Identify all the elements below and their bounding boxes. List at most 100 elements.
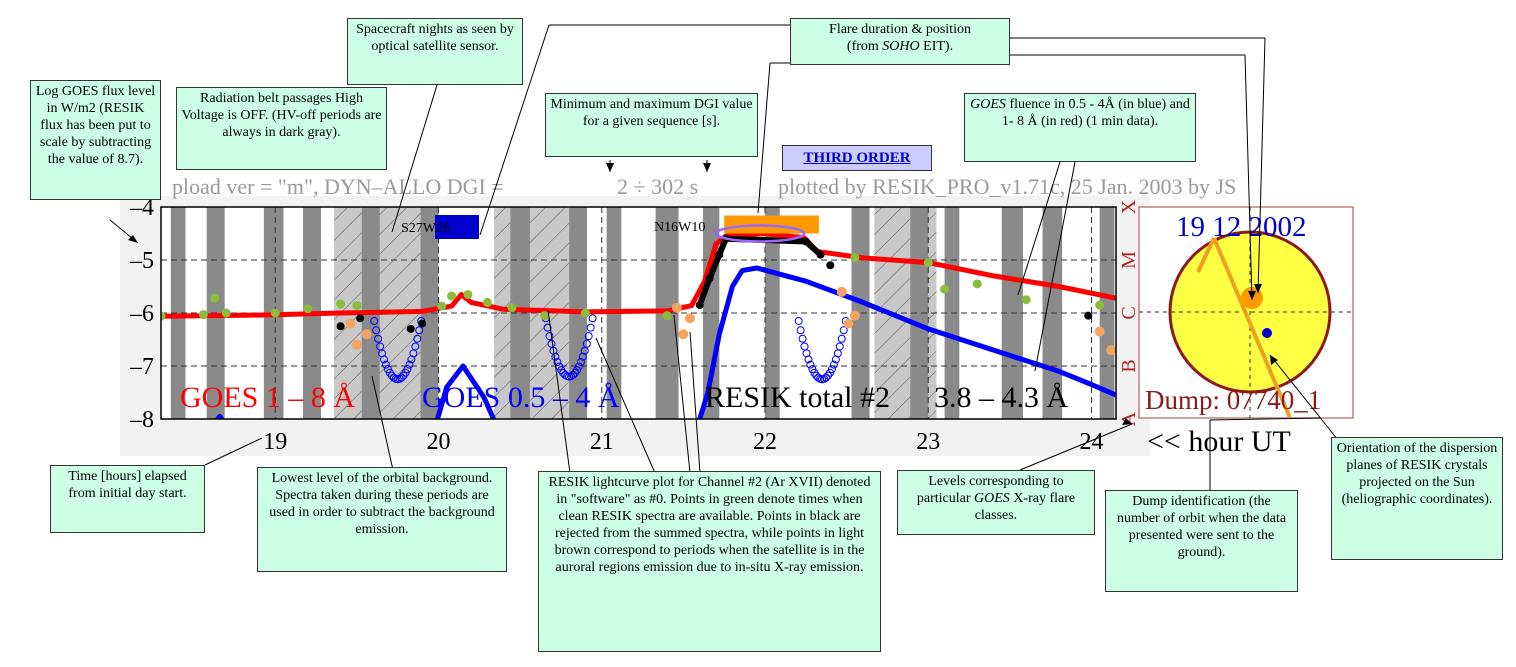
resik-clean-point-5 xyxy=(303,304,313,314)
disk-date: 19 12 2002 xyxy=(1176,211,1307,243)
goes-short-line xyxy=(214,265,1116,419)
resik-clean-point-18 xyxy=(940,284,950,294)
resik-auroral-point-3 xyxy=(671,302,682,313)
y-tick-label-2: –6 xyxy=(129,301,154,327)
goes-short-label: GOES 0.5 – 4 Å xyxy=(422,381,620,414)
third-order-ellipse xyxy=(714,224,806,243)
leader-arrows xyxy=(128,163,1278,425)
resik-clean-point-17 xyxy=(923,258,933,268)
dip-point-0-0 xyxy=(370,316,379,325)
x-tick-label-23: 23 xyxy=(916,429,940,455)
dip-point-1-24 xyxy=(588,314,597,323)
leader-lines xyxy=(109,24,1339,490)
resik-auroral-point-4 xyxy=(678,329,689,340)
dip-point-2-6 xyxy=(806,360,815,369)
resik-band-label: 3.8 – 4.3 Å xyxy=(934,381,1069,414)
resik-clean-point-13 xyxy=(540,311,550,321)
note-dgi-range: Minimum and maximum DGI value for a give… xyxy=(545,93,758,157)
resik-rejected-point-1 xyxy=(356,314,365,323)
note-radiation-belt: Radiation belt passages High Voltage is … xyxy=(176,87,387,170)
header-plotted-by: plotted by RESIK_PRO_v1.71c, 25 Jan. 200… xyxy=(778,174,1236,199)
resik-clean-point-20 xyxy=(1021,295,1031,305)
resik-clean-point-12 xyxy=(507,303,517,313)
dip-point-1-14 xyxy=(569,370,578,379)
goes-long-label: GOES 1 – 8 Å xyxy=(180,381,355,414)
resik-clean-point-8 xyxy=(437,301,447,311)
note-fluence-goes: GOES xyxy=(970,97,1006,112)
resik-auroral-point-10 xyxy=(1106,345,1116,356)
resik-clean-point-21 xyxy=(1095,300,1105,310)
resik-clean-point-15 xyxy=(662,311,672,321)
dip-point-1-21 xyxy=(582,339,591,348)
dip-point-1-1 xyxy=(543,323,552,332)
dip-point-2-0 xyxy=(794,316,803,325)
resik-rejected-point-5 xyxy=(705,274,714,283)
dip-point-1-5 xyxy=(551,352,560,361)
resik-clean-point-16 xyxy=(850,252,860,262)
dip-point-1-18 xyxy=(576,358,585,367)
resik-clean-point-1 xyxy=(198,310,208,320)
resik-rejected-point-8 xyxy=(801,237,810,246)
note-flare-soho: SOHO xyxy=(882,39,920,54)
resik-clean-point-11 xyxy=(482,297,492,307)
y-tick-label-1: –5 xyxy=(129,248,154,274)
other-position-marker xyxy=(435,215,479,239)
resik-clean-point-4 xyxy=(270,308,280,318)
flare-class-label-B: B xyxy=(1118,359,1140,372)
dip-point-2-1 xyxy=(796,326,805,335)
flare-class-label-X: X xyxy=(1118,199,1140,214)
note-log-goes: Log GOES flux level in W/m2 (RESIK flux … xyxy=(30,80,161,200)
dip-point-2-18 xyxy=(829,360,838,369)
dip-point-2-23 xyxy=(839,326,848,335)
dip-point-0-18 xyxy=(405,360,414,369)
x-tick-label-21: 21 xyxy=(590,429,614,455)
resik-auroral-point-1 xyxy=(351,339,362,350)
dip-point-0-14 xyxy=(397,373,406,382)
dip-point-0-22 xyxy=(413,334,422,343)
resik-clean-point-9 xyxy=(447,291,457,301)
resik-clean-point-7 xyxy=(352,301,362,311)
dip-point-0-23 xyxy=(415,326,424,335)
third-order-badge: THIRD ORDER xyxy=(782,145,932,171)
plot-frame xyxy=(160,206,1117,420)
dip-point-2-21 xyxy=(835,342,844,351)
resik-auroral-point-0 xyxy=(345,318,356,329)
note-dump-id: Dump identification (the number of orbit… xyxy=(1105,490,1298,592)
dip-point-1-22 xyxy=(584,332,593,341)
x-tick-label-20: 20 xyxy=(427,429,451,455)
dip-point-2-22 xyxy=(837,334,846,343)
resik-rejected-point-10 xyxy=(826,261,835,270)
note-flare-line1: Flare duration & position xyxy=(829,22,971,37)
note-flare-duration: Flare duration & position (from SOHO EIT… xyxy=(790,18,1010,65)
resik-rejected-point-3 xyxy=(418,319,427,328)
resik-auroral-point-7 xyxy=(843,318,854,329)
note-lowest-level: Lowest level of the orbital background. … xyxy=(257,467,507,572)
resik-rejected-point-2 xyxy=(406,324,415,333)
resik-clean-point-14 xyxy=(580,308,590,318)
note-levels-goes: GOES xyxy=(974,491,1010,506)
resik-total-label: RESIK total #2 xyxy=(705,381,890,414)
resik-auroral-point-8 xyxy=(849,310,860,321)
dip-point-2-10 xyxy=(814,373,823,382)
dip-point-0-10 xyxy=(389,373,398,382)
resik-rejected-point-6 xyxy=(715,250,724,259)
resik-rejected-point-11 xyxy=(1084,311,1093,320)
note-levels-pre: Levels corresponding to particular xyxy=(916,474,1064,506)
dip-point-2-14 xyxy=(822,373,831,382)
flare-class-label-C: C xyxy=(1118,306,1140,319)
dip-point-1-17 xyxy=(574,362,583,371)
resik-clean-point-6 xyxy=(336,299,346,309)
note-resik-lightcurve: RESIK lightcurve plot for Channel #2 (Ar… xyxy=(538,471,881,652)
resik-rejected-point-0 xyxy=(336,322,345,331)
dip-point-1-10 xyxy=(561,370,570,379)
dispersion-plane-line xyxy=(1212,237,1292,419)
other-position-label: S27W26 xyxy=(401,221,450,236)
dip-point-0-2 xyxy=(374,334,383,343)
note-flare-levels: Levels corresponding to particular GOES … xyxy=(897,470,1095,535)
note-levels-post: X-ray flare classes. xyxy=(974,491,1076,523)
y-tick-label-4: –8 xyxy=(129,407,154,433)
x-axis-label: << hour UT xyxy=(1147,425,1291,458)
sun-disk-panel: 19 12 2002 Dump: 07740_1 xyxy=(1138,206,1354,419)
dip-point-2-17 xyxy=(827,365,836,374)
